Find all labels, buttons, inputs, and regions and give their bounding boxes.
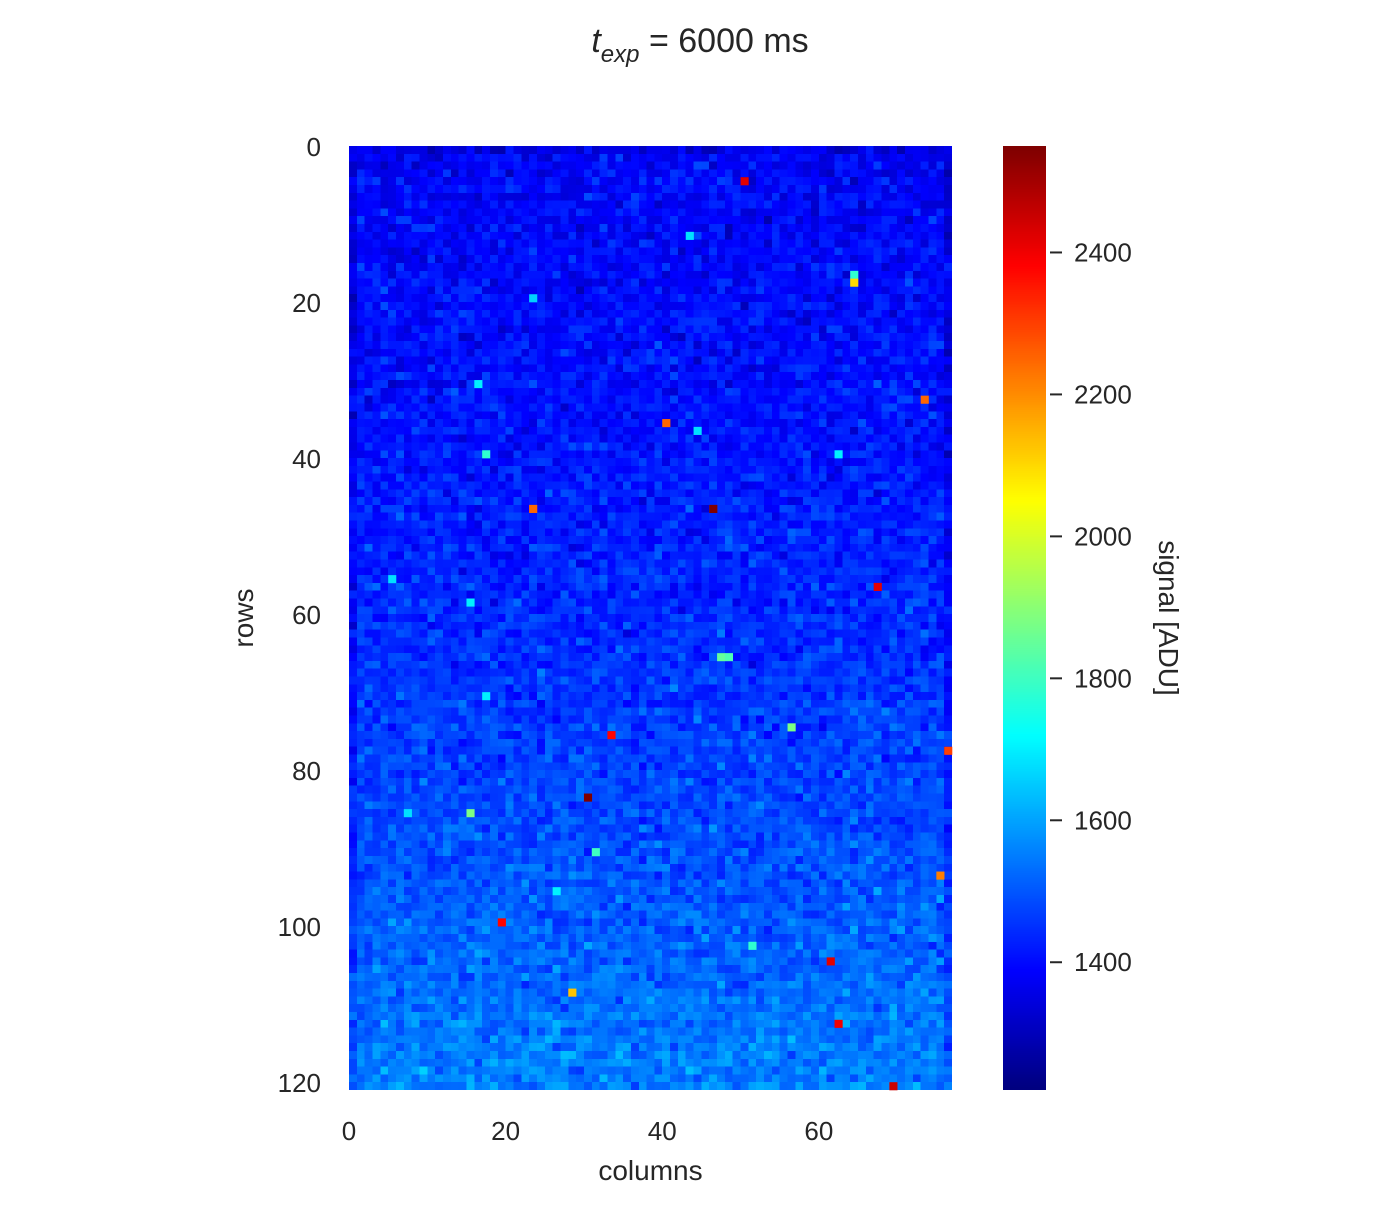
colorbar-tick-label: 1600 <box>1074 805 1132 835</box>
hot-pixel <box>717 653 726 662</box>
hot-pixel <box>873 582 882 591</box>
hot-pixel <box>482 692 491 701</box>
hot-pixel <box>591 848 600 857</box>
hot-pixel <box>403 809 412 818</box>
hot-pixel <box>466 809 475 818</box>
colorbar-tick-label: 2000 <box>1074 521 1132 551</box>
y-tick-label: 60 <box>292 600 321 630</box>
hot-pixel <box>474 380 483 389</box>
hot-pixel <box>529 294 538 303</box>
x-tick-label: 40 <box>648 1116 677 1146</box>
y-tick-label: 80 <box>292 756 321 786</box>
hot-pixel <box>388 575 397 584</box>
axes-layer: 0 20 40 60 0 20 40 60 80 100 120 1400 1600 1800 2000 22… <box>278 132 1132 1146</box>
y-tick-label: 40 <box>292 444 321 474</box>
hot-pixel <box>944 746 953 755</box>
heatmap-cells <box>349 146 952 1090</box>
hot-pixel <box>850 270 859 279</box>
title-subscript: exp <box>601 41 640 68</box>
hot-pixel <box>552 887 561 896</box>
x-tick-label: 0 <box>342 1116 356 1146</box>
hot-pixel <box>685 231 694 240</box>
x-axis-label: columns <box>598 1155 702 1186</box>
hot-pixel <box>466 598 475 607</box>
hot-pixel <box>889 1082 898 1091</box>
hot-pixel <box>920 395 929 404</box>
y-axis-label: rows <box>228 588 259 647</box>
y-tick-label: 120 <box>278 1068 321 1098</box>
hot-pixel <box>740 177 749 186</box>
hot-pixel <box>826 957 835 966</box>
hot-pixel <box>607 731 616 740</box>
colorbar-tick-label: 2200 <box>1074 379 1132 409</box>
hot-pixel <box>583 793 593 802</box>
x-tick-label: 60 <box>804 1116 833 1146</box>
colorbar <box>1003 146 1046 1090</box>
hot-pixel <box>662 419 671 428</box>
y-tick-label: 100 <box>278 912 321 942</box>
title-rest: = 6000 ms <box>640 22 809 60</box>
colorbar-label: signal [ADU] <box>1153 540 1184 696</box>
hot-pixel <box>709 504 718 513</box>
hot-pixel <box>693 426 702 435</box>
hot-pixel <box>834 1019 843 1028</box>
hot-pixel <box>482 450 491 459</box>
hot-pixel-layer <box>388 177 953 1091</box>
y-tick-label: 20 <box>292 288 321 318</box>
chart-title: texp = 6000 ms <box>591 22 808 68</box>
hot-pixel <box>834 450 843 459</box>
title-symbol: t <box>591 22 602 60</box>
hot-pixel <box>724 653 734 662</box>
hot-pixel <box>568 988 577 997</box>
colorbar-tick-label: 1400 <box>1074 947 1132 977</box>
hot-pixel <box>850 278 859 287</box>
hot-pixel <box>748 941 757 950</box>
hot-pixel <box>529 504 538 513</box>
hot-pixel <box>787 723 796 732</box>
hot-pixel <box>497 918 506 927</box>
colorbar-tick-label: 2400 <box>1074 237 1132 267</box>
x-tick-label: 20 <box>491 1116 520 1146</box>
hot-pixel <box>936 871 945 880</box>
y-tick-label: 0 <box>307 132 321 162</box>
colorbar-tick-label: 1800 <box>1074 663 1132 693</box>
